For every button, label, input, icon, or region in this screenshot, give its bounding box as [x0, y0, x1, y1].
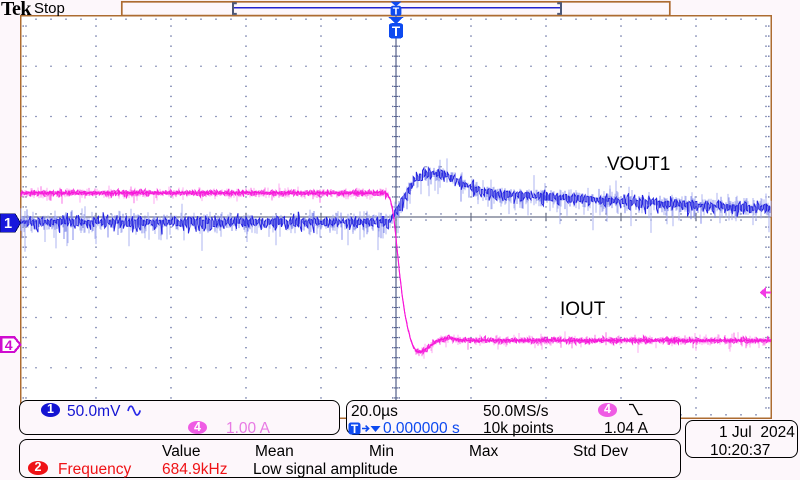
svg-text:T: T [351, 422, 359, 435]
svg-text:4: 4 [5, 337, 13, 353]
svg-text:1: 1 [4, 216, 12, 232]
svg-text:T: T [392, 24, 401, 39]
svg-text:T: T [393, 5, 400, 17]
